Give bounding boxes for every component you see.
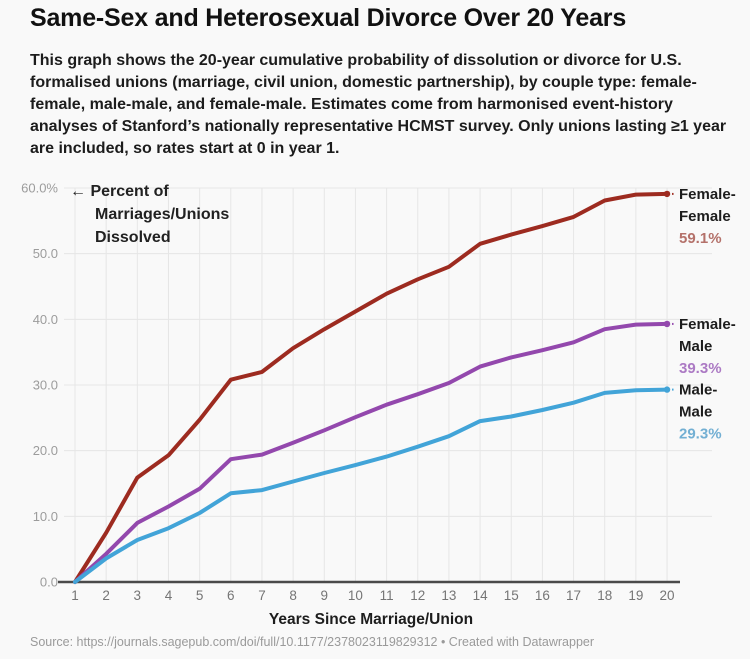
y-axis-annotation: Marriages/Unions bbox=[95, 206, 229, 223]
series-line-female-male bbox=[73, 321, 669, 584]
x-tick-label: 19 bbox=[628, 588, 643, 603]
x-tick-label: 14 bbox=[473, 588, 489, 603]
series-endpoint-male-male bbox=[663, 386, 671, 393]
y-axis-annotation: ← Percent of bbox=[70, 183, 169, 200]
y-tick-label: 30.0 bbox=[33, 377, 58, 392]
legend-value-female-female: 59.1% bbox=[679, 230, 722, 247]
x-tick-label: 11 bbox=[380, 588, 394, 603]
y-tick-label: 20.0 bbox=[33, 443, 58, 458]
x-tick-label: 13 bbox=[441, 588, 456, 603]
legend-name-female-female: Female bbox=[679, 208, 731, 225]
x-tick-label: 5 bbox=[196, 588, 204, 603]
x-tick-label: 8 bbox=[289, 588, 297, 603]
y-tick-label: 50.0 bbox=[33, 246, 58, 261]
y-tick-label: 0.0 bbox=[40, 575, 58, 590]
x-tick-label: 1 bbox=[71, 588, 79, 603]
y-tick-label: 60.0% bbox=[21, 180, 58, 195]
legend-name-female-male: Male bbox=[679, 338, 712, 355]
divorce-line-chart: 0.010.020.030.040.050.060.0%1 2 3 4 5 6 7 8 9 10 1… bbox=[21, 180, 736, 628]
y-axis-annotation: Dissolved bbox=[95, 229, 171, 246]
series-endpoint-female-male bbox=[663, 320, 671, 328]
legend-name-female-male: Female- bbox=[679, 316, 736, 333]
series-line-female-female bbox=[73, 191, 669, 584]
legend-name-male-male: Male bbox=[679, 404, 712, 421]
x-tick-label: 3 bbox=[134, 588, 142, 603]
x-tick-label: 18 bbox=[597, 588, 612, 603]
legend-value-male-male: 29.3% bbox=[679, 426, 722, 443]
y-tick-label: 10.0 bbox=[33, 509, 58, 524]
x-tick-label: 12 bbox=[410, 588, 425, 603]
x-tick-label: 17 bbox=[566, 588, 581, 603]
source-line: Source: https://journals.sagepub.com/doi… bbox=[30, 635, 595, 649]
x-tick-label: 20 bbox=[660, 588, 675, 603]
legend-name-male-male: Male- bbox=[679, 382, 717, 399]
x-tick-label: 9 bbox=[321, 588, 329, 603]
x-tick-label: 15 bbox=[504, 588, 519, 603]
chart-description: This graph shows the 20-year cumulative … bbox=[30, 52, 727, 158]
chart-title: Same-Sex and Heterosexual Divorce Over 2… bbox=[30, 4, 627, 32]
series-line-male-male bbox=[73, 387, 669, 584]
y-tick-label: 40.0 bbox=[33, 312, 58, 327]
x-tick-label: 16 bbox=[535, 588, 550, 603]
x-tick-label: 2 bbox=[102, 588, 110, 603]
x-tick-label: 10 bbox=[348, 588, 363, 603]
legend-value-female-male: 39.3% bbox=[679, 360, 722, 377]
x-tick-label: 4 bbox=[165, 588, 173, 603]
x-tick-label: 6 bbox=[227, 588, 235, 603]
x-tick-label: 7 bbox=[258, 588, 266, 603]
legend-name-female-female: Female- bbox=[679, 186, 736, 203]
x-axis-title: Years Since Marriage/Union bbox=[269, 611, 473, 628]
series-endpoint-female-female bbox=[663, 190, 671, 198]
